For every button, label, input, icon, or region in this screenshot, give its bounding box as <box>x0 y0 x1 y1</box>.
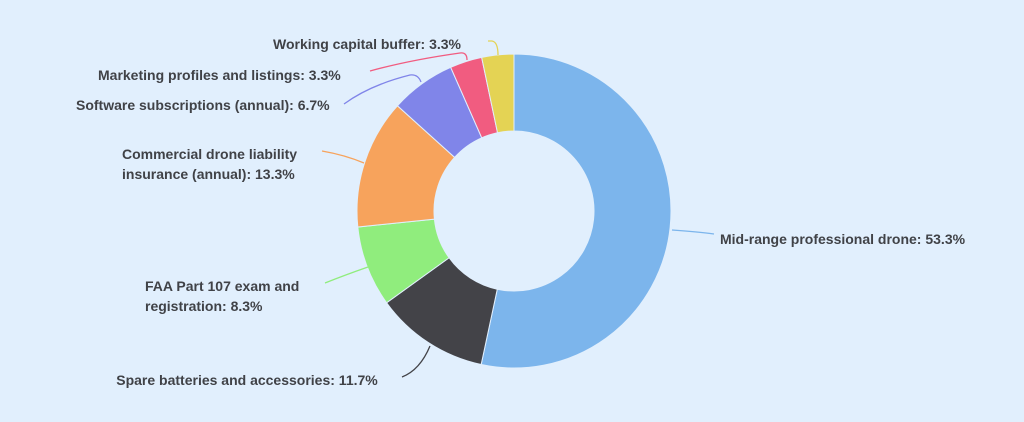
connector-line <box>321 150 365 164</box>
slice-label: FAA Part 107 exam and registration: 8.3% <box>145 278 299 314</box>
connector-line <box>488 40 499 56</box>
slice-label: Marketing profiles and listings: 3.3% <box>98 67 341 83</box>
slice-label: Spare batteries and accessories: 11.7% <box>116 372 378 388</box>
slice-working-capital-buffer[interactable] <box>481 53 515 134</box>
connector-line <box>343 74 422 105</box>
slice-label: Mid-range professional drone: 53.3% <box>720 231 966 247</box>
slice-label: Software subscriptions (annual): 6.7% <box>76 97 330 113</box>
donut-slices <box>356 53 672 369</box>
slice-mid-range-professional-drone[interactable] <box>480 53 672 369</box>
connector-line <box>401 345 431 378</box>
label-connectors <box>321 40 715 378</box>
slice-labels: Mid-range professional drone: 53.3% Spare… <box>76 36 966 388</box>
slice-label: Commercial drone liability insurance (ann… <box>122 146 297 182</box>
connector-line <box>671 229 715 235</box>
connector-line <box>324 266 369 284</box>
slice-label: Working capital buffer: 3.3% <box>273 36 462 52</box>
connector-line <box>369 52 468 72</box>
